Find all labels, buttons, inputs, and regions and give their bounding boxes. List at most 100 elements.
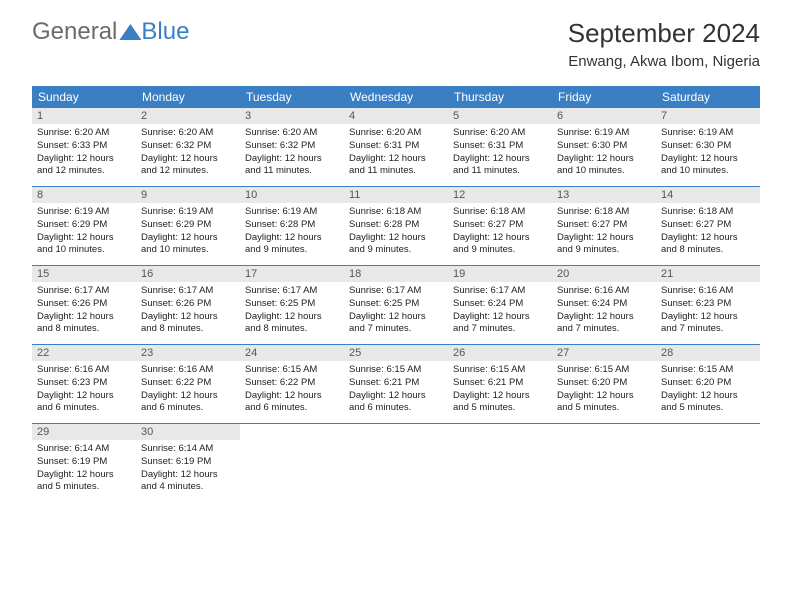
day-cell: 15Sunrise: 6:17 AMSunset: 6:26 PMDayligh… [32, 266, 136, 344]
sunrise-line: Sunrise: 6:17 AM [37, 285, 131, 298]
day-body: Sunrise: 6:17 AMSunset: 6:24 PMDaylight:… [448, 282, 552, 342]
day-body: Sunrise: 6:14 AMSunset: 6:19 PMDaylight:… [32, 440, 136, 500]
day-cell: 2Sunrise: 6:20 AMSunset: 6:32 PMDaylight… [136, 108, 240, 186]
day-number: 21 [656, 266, 760, 282]
day-number: 12 [448, 187, 552, 203]
day-body: Sunrise: 6:16 AMSunset: 6:23 PMDaylight:… [656, 282, 760, 342]
sunset-line: Sunset: 6:24 PM [453, 298, 547, 311]
day-body: Sunrise: 6:18 AMSunset: 6:27 PMDaylight:… [552, 203, 656, 263]
day-cell: 13Sunrise: 6:18 AMSunset: 6:27 PMDayligh… [552, 187, 656, 265]
day-number: 15 [32, 266, 136, 282]
day-number: 30 [136, 424, 240, 440]
daylight-line: Daylight: 12 hours and 5 minutes. [557, 390, 651, 416]
daylight-line: Daylight: 12 hours and 5 minutes. [37, 469, 131, 495]
day-number: 2 [136, 108, 240, 124]
day-number: 22 [32, 345, 136, 361]
day-cell: 21Sunrise: 6:16 AMSunset: 6:23 PMDayligh… [656, 266, 760, 344]
day-body: Sunrise: 6:15 AMSunset: 6:21 PMDaylight:… [344, 361, 448, 421]
logo: General Blue [32, 18, 189, 46]
sunset-line: Sunset: 6:32 PM [141, 140, 235, 153]
day-cell: 11Sunrise: 6:18 AMSunset: 6:28 PMDayligh… [344, 187, 448, 265]
day-cell-empty [240, 424, 344, 502]
sunset-line: Sunset: 6:20 PM [557, 377, 651, 390]
sunset-line: Sunset: 6:23 PM [661, 298, 755, 311]
day-cell: 28Sunrise: 6:15 AMSunset: 6:20 PMDayligh… [656, 345, 760, 423]
sunset-line: Sunset: 6:29 PM [37, 219, 131, 232]
day-cell: 10Sunrise: 6:19 AMSunset: 6:28 PMDayligh… [240, 187, 344, 265]
day-cell: 26 Sunrise: 6:15 AMSunset: 6:21 PMDayligh… [448, 345, 552, 423]
day-body: Sunrise: 6:20 AMSunset: 6:32 PMDaylight:… [240, 124, 344, 184]
sunrise-line: Sunrise: 6:15 AM [453, 364, 547, 377]
day-number: 11 [344, 187, 448, 203]
day-cell: 6Sunrise: 6:19 AMSunset: 6:30 PMDaylight… [552, 108, 656, 186]
daylight-line: Daylight: 12 hours and 8 minutes. [661, 232, 755, 258]
sunrise-line: Sunrise: 6:14 AM [37, 443, 131, 456]
daylight-line: Daylight: 12 hours and 5 minutes. [453, 390, 547, 416]
sunset-line: Sunset: 6:26 PM [37, 298, 131, 311]
daylight-line: Daylight: 12 hours and 8 minutes. [245, 311, 339, 337]
day-cell: 27Sunrise: 6:15 AMSunset: 6:20 PMDayligh… [552, 345, 656, 423]
daylight-line: Daylight: 12 hours and 11 minutes. [453, 153, 547, 179]
calendar: Sunday Monday Tuesday Wednesday Thursday… [32, 86, 760, 502]
sunset-line: Sunset: 6:23 PM [37, 377, 131, 390]
day-cell: 12Sunrise: 6:18 AMSunset: 6:27 PMDayligh… [448, 187, 552, 265]
day-number: 6 [552, 108, 656, 124]
sunset-line: Sunset: 6:27 PM [557, 219, 651, 232]
sunset-line: Sunset: 6:22 PM [141, 377, 235, 390]
day-body: Sunrise: 6:17 AMSunset: 6:26 PMDaylight:… [136, 282, 240, 342]
logo-word-blue: Blue [141, 18, 189, 46]
day-body: Sunrise: 6:17 AMSunset: 6:25 PMDaylight:… [240, 282, 344, 342]
day-number: 3 [240, 108, 344, 124]
day-number: 1 [32, 108, 136, 124]
day-body: Sunrise: 6:14 AMSunset: 6:19 PMDaylight:… [136, 440, 240, 500]
sunrise-line: Sunrise: 6:19 AM [557, 127, 651, 140]
weekday-tuesday: Tuesday [240, 86, 344, 108]
month-title: September 2024 [568, 18, 760, 49]
daylight-line: Daylight: 12 hours and 7 minutes. [557, 311, 651, 337]
day-cell: 8Sunrise: 6:19 AMSunset: 6:29 PMDaylight… [32, 187, 136, 265]
sunset-line: Sunset: 6:19 PM [37, 456, 131, 469]
daylight-line: Daylight: 12 hours and 4 minutes. [141, 469, 235, 495]
day-body: Sunrise: 6:15 AMSunset: 6:20 PMDaylight:… [552, 361, 656, 421]
weekday-saturday: Saturday [656, 86, 760, 108]
day-body: Sunrise: 6:19 AMSunset: 6:30 PMDaylight:… [552, 124, 656, 184]
sunrise-line: Sunrise: 6:19 AM [245, 206, 339, 219]
sunrise-line: Sunrise: 6:19 AM [661, 127, 755, 140]
header: General Blue September 2024 Enwang, Akwa… [0, 0, 792, 80]
daylight-line: Daylight: 12 hours and 6 minutes. [37, 390, 131, 416]
sunrise-line: Sunrise: 6:20 AM [141, 127, 235, 140]
sunrise-line: Sunrise: 6:15 AM [661, 364, 755, 377]
day-cell: 16Sunrise: 6:17 AMSunset: 6:26 PMDayligh… [136, 266, 240, 344]
daylight-line: Daylight: 12 hours and 9 minutes. [349, 232, 443, 258]
day-body: Sunrise: 6:16 AMSunset: 6:24 PMDaylight:… [552, 282, 656, 342]
day-cell: 24Sunrise: 6:15 AMSunset: 6:22 PMDayligh… [240, 345, 344, 423]
daylight-line: Daylight: 12 hours and 9 minutes. [245, 232, 339, 258]
day-body: Sunrise: 6:15 AMSunset: 6:20 PMDaylight:… [656, 361, 760, 421]
weekday-wednesday: Wednesday [344, 86, 448, 108]
day-body: Sunrise: 6:17 AMSunset: 6:26 PMDaylight:… [32, 282, 136, 342]
sunset-line: Sunset: 6:27 PM [453, 219, 547, 232]
week-row: 22Sunrise: 6:16 AMSunset: 6:23 PMDayligh… [32, 345, 760, 424]
day-body: Sunrise: 6:19 AMSunset: 6:28 PMDaylight:… [240, 203, 344, 263]
day-body: Sunrise: 6:15 AMSunset: 6:22 PMDaylight:… [240, 361, 344, 421]
day-number: 29 [32, 424, 136, 440]
sunset-line: Sunset: 6:22 PM [245, 377, 339, 390]
day-number: 26 [448, 345, 552, 361]
sunrise-line: Sunrise: 6:17 AM [141, 285, 235, 298]
sunset-line: Sunset: 6:32 PM [245, 140, 339, 153]
weeks-container: 1Sunrise: 6:20 AMSunset: 6:33 PMDaylight… [32, 108, 760, 502]
daylight-line: Daylight: 12 hours and 8 minutes. [141, 311, 235, 337]
sunrise-line: Sunrise: 6:20 AM [37, 127, 131, 140]
day-number: 19 [448, 266, 552, 282]
daylight-line: Daylight: 12 hours and 6 minutes. [141, 390, 235, 416]
daylight-line: Daylight: 12 hours and 11 minutes. [245, 153, 339, 179]
daylight-line: Daylight: 12 hours and 10 minutes. [37, 232, 131, 258]
sunset-line: Sunset: 6:24 PM [557, 298, 651, 311]
day-cell: 19Sunrise: 6:17 AMSunset: 6:24 PMDayligh… [448, 266, 552, 344]
day-cell: 5Sunrise: 6:20 AMSunset: 6:31 PMDaylight… [448, 108, 552, 186]
day-number: 23 [136, 345, 240, 361]
day-body: Sunrise: 6:20 AMSunset: 6:31 PMDaylight:… [344, 124, 448, 184]
day-number: 13 [552, 187, 656, 203]
day-cell: 4Sunrise: 6:20 AMSunset: 6:31 PMDaylight… [344, 108, 448, 186]
sunset-line: Sunset: 6:21 PM [453, 377, 547, 390]
